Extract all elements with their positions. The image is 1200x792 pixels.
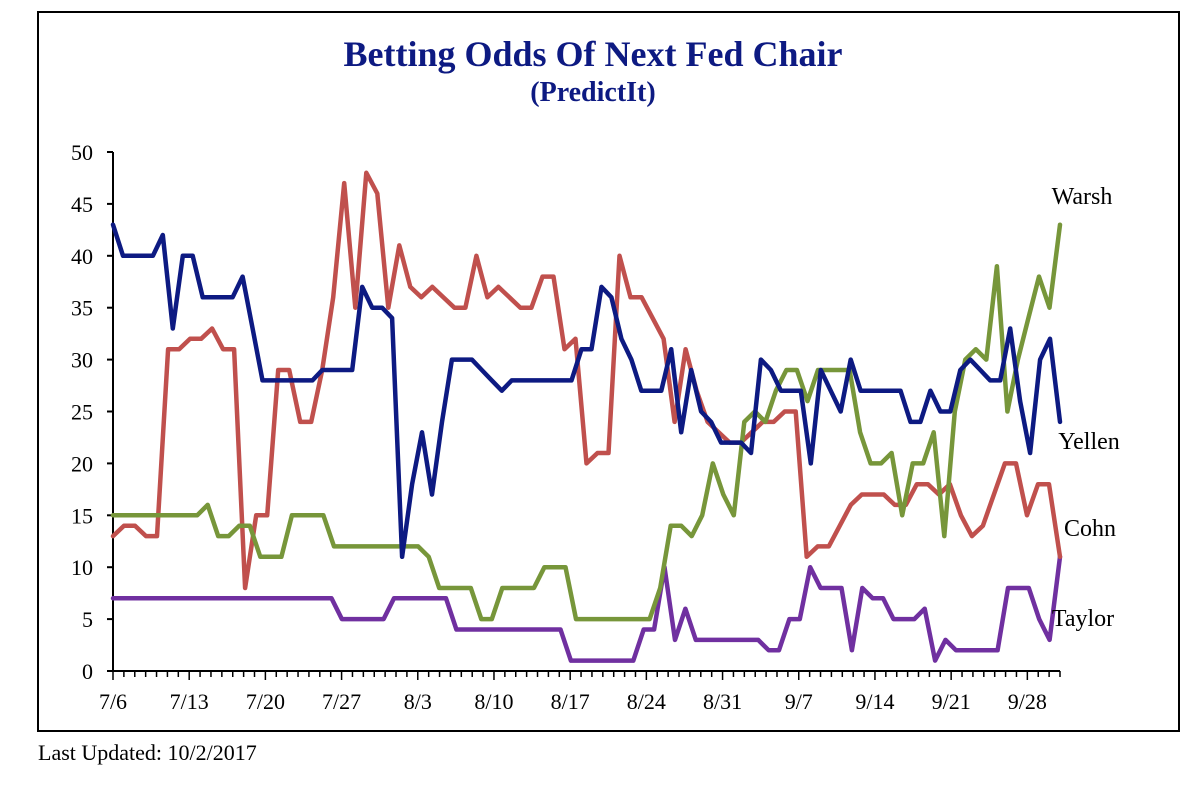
series-label-warsh: Warsh [1052, 184, 1113, 210]
y-tick-label: 15 [71, 503, 93, 528]
x-tick-label: 7/20 [246, 689, 285, 714]
x-tick-label: 8/10 [474, 689, 513, 714]
x-tick-label: 7/27 [322, 689, 361, 714]
axes: 0 5 10 15 20 25 30 35 40 45 50 7/6 7/13 7/20 7/27 8/3 8/… [71, 140, 1061, 714]
series-labels: Yellen Cohn Warsh Taylor [1052, 184, 1120, 632]
y-tick-label: 35 [71, 296, 93, 321]
series-line-yellen [110, 222, 1063, 560]
y-tick-label: 45 [71, 192, 93, 217]
x-tick-label: 7/6 [99, 689, 127, 714]
last-updated-footnote: Last Updated: 10/2/2017 [38, 740, 257, 765]
y-tick-label: 10 [71, 555, 93, 580]
series-line-warsh [110, 222, 1063, 622]
series-layer [110, 170, 1063, 663]
y-tick-label: 30 [71, 348, 93, 373]
y-tick-label: 0 [82, 659, 93, 684]
x-tick-label: 8/17 [551, 689, 590, 714]
y-tick-label: 20 [71, 451, 93, 476]
series-label-yellen: Yellen [1058, 429, 1120, 455]
x-tick-label: 9/21 [932, 689, 971, 714]
x-tick-label: 9/7 [785, 689, 813, 714]
y-tick-label: 50 [71, 140, 93, 165]
x-tick-label: 8/3 [404, 689, 432, 714]
series-label-cohn: Cohn [1064, 516, 1116, 542]
x-tick-label: 8/31 [703, 689, 742, 714]
chart-title: Betting Odds Of Next Fed Chair [344, 34, 843, 74]
chart-frame [37, 11, 1180, 732]
x-tick-label: 9/14 [855, 689, 894, 714]
y-tick-label: 25 [71, 400, 93, 425]
y-tick-label: 40 [71, 244, 93, 269]
series-line-taylor [110, 554, 1063, 663]
series-label-taylor: Taylor [1052, 606, 1114, 632]
chart-subtitle: (PredictIt) [530, 77, 655, 108]
x-tick-label: 8/24 [627, 689, 666, 714]
series-line-cohn [110, 170, 1063, 591]
x-tick-label: 7/13 [170, 689, 209, 714]
y-tick-label: 5 [82, 607, 93, 632]
x-tick-label: 9/28 [1008, 689, 1047, 714]
